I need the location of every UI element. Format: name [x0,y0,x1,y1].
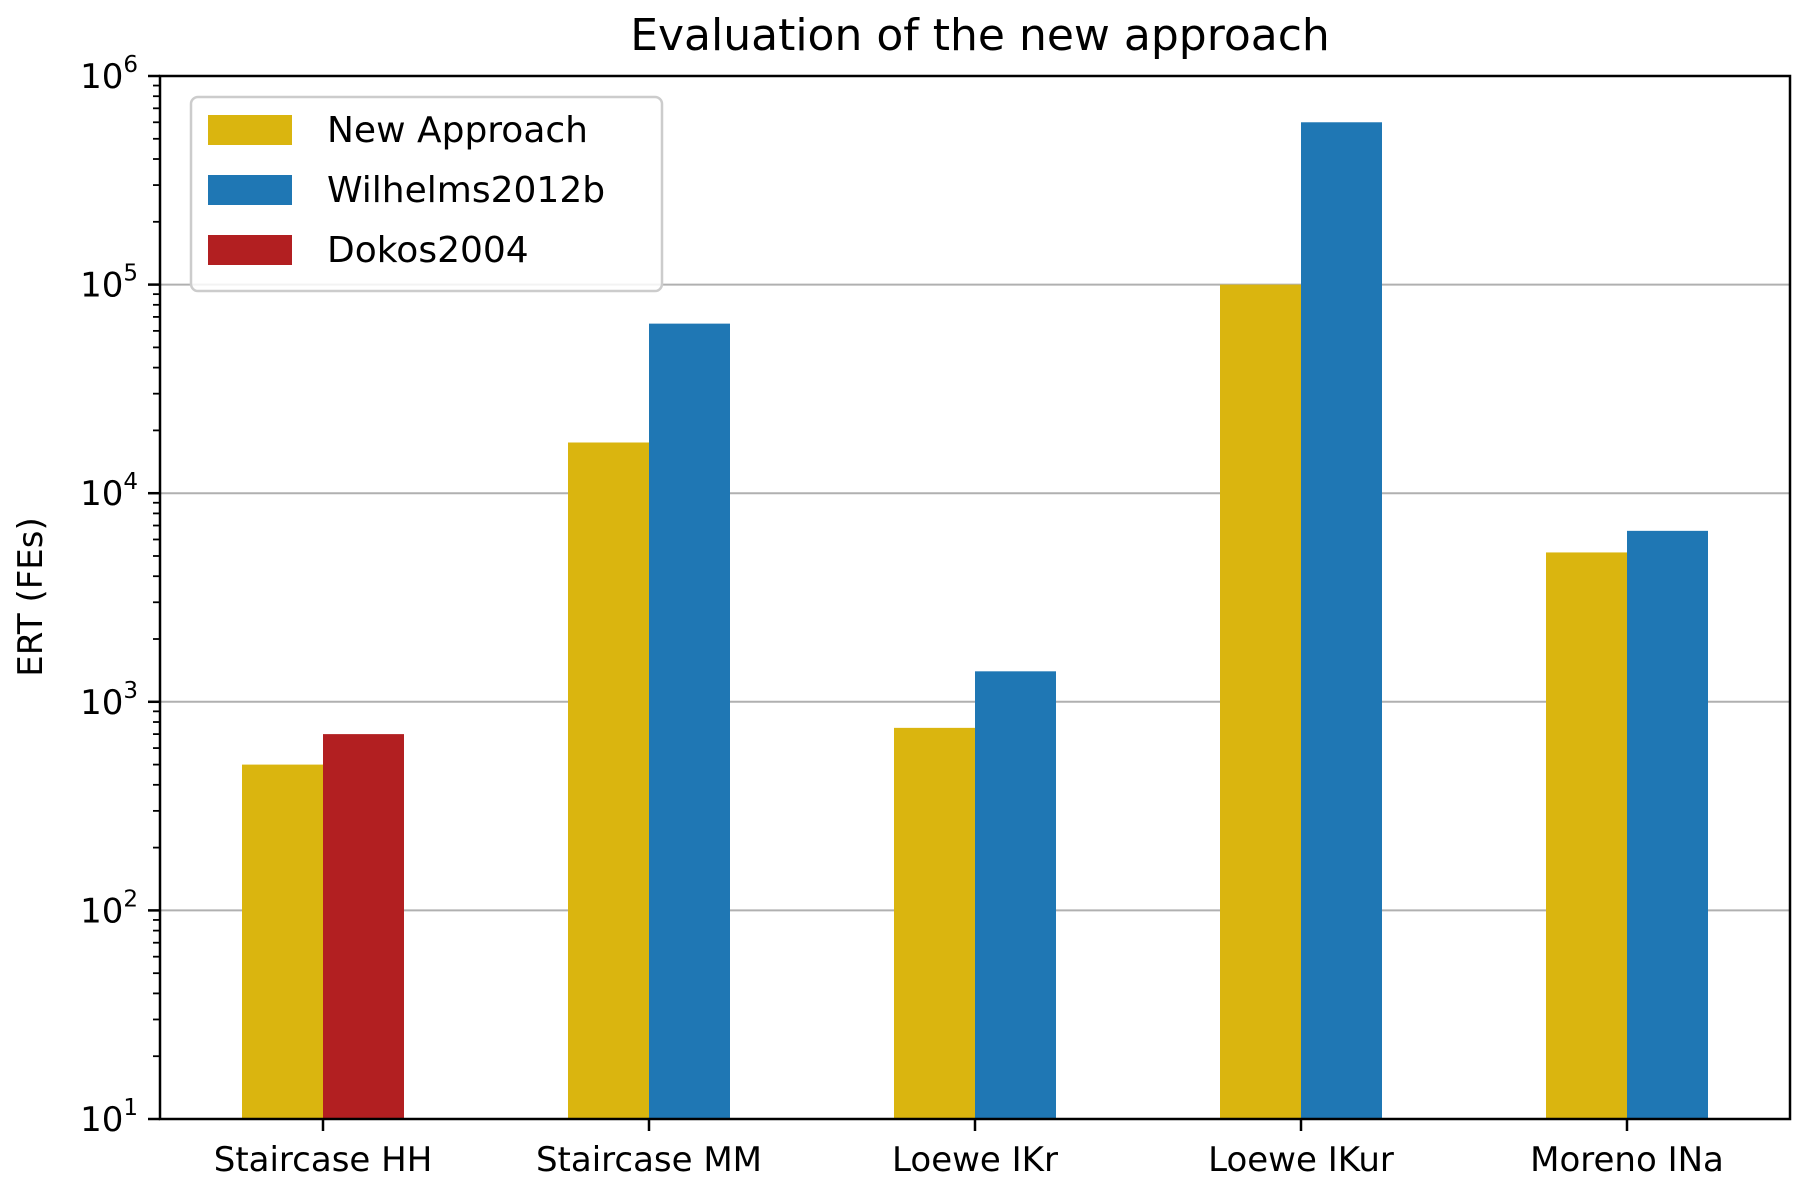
y-tick-label-base: 10 [80,891,123,931]
x-tick-label: Staircase HH [214,1140,433,1180]
legend[interactable]: New Approach Wilhelms2012b Dokos2004 [189,95,664,293]
y-tick-label: 103 [80,678,138,723]
legend-swatch [208,115,292,145]
y-tick-label-exponent: 1 [123,1095,138,1121]
bar-wilhelms2012b [1301,122,1382,1119]
bar-new-approach [242,764,323,1119]
legend-swatch [208,175,292,205]
y-tick-label: 106 [80,52,138,97]
bar-new-approach [1546,552,1627,1119]
y-tick-label-exponent: 3 [123,678,138,704]
bar-wilhelms2012b [975,671,1056,1119]
bar-wilhelms2012b [1627,530,1708,1119]
y-tick-label: 101 [80,1095,138,1140]
bar-new-approach [1220,284,1301,1120]
y-tick-label-base: 10 [80,266,123,306]
bar-new-approach [894,727,975,1119]
x-tick-label: Moreno INa [1530,1140,1724,1180]
bars [242,122,1708,1120]
y-tick-label-exponent: 4 [123,469,138,495]
y-tick-label-base: 10 [80,474,123,514]
legend-label: Dokos2004 [327,230,529,271]
bar-new-approach [568,442,649,1119]
y-tick-label: 105 [80,261,138,306]
chart-title: Evaluation of the new approach [630,10,1330,61]
y-tick-label-base: 10 [80,1100,123,1140]
x-tick-label: Loewe IKur [1208,1140,1394,1180]
legend-label: New Approach [327,110,588,151]
legend-box [189,95,664,293]
bar-dokos2004 [323,734,404,1119]
y-tick-label: 104 [80,469,138,514]
y-tick-label-exponent: 2 [123,886,138,912]
y-tick-label: 102 [80,886,138,931]
y-tick-label-exponent: 6 [123,52,138,78]
x-tick-label: Loewe IKr [892,1140,1058,1180]
y-tick-label-exponent: 5 [123,261,138,287]
y-tick-label-base: 10 [80,683,123,723]
legend-label: Wilhelms2012b [327,170,605,211]
y-axis-label: ERT (FEs) [11,517,51,677]
x-tick-label: Staircase MM [536,1140,762,1180]
y-tick-label-base: 10 [80,57,123,97]
bar-wilhelms2012b [649,323,730,1119]
legend-swatch [208,235,292,265]
